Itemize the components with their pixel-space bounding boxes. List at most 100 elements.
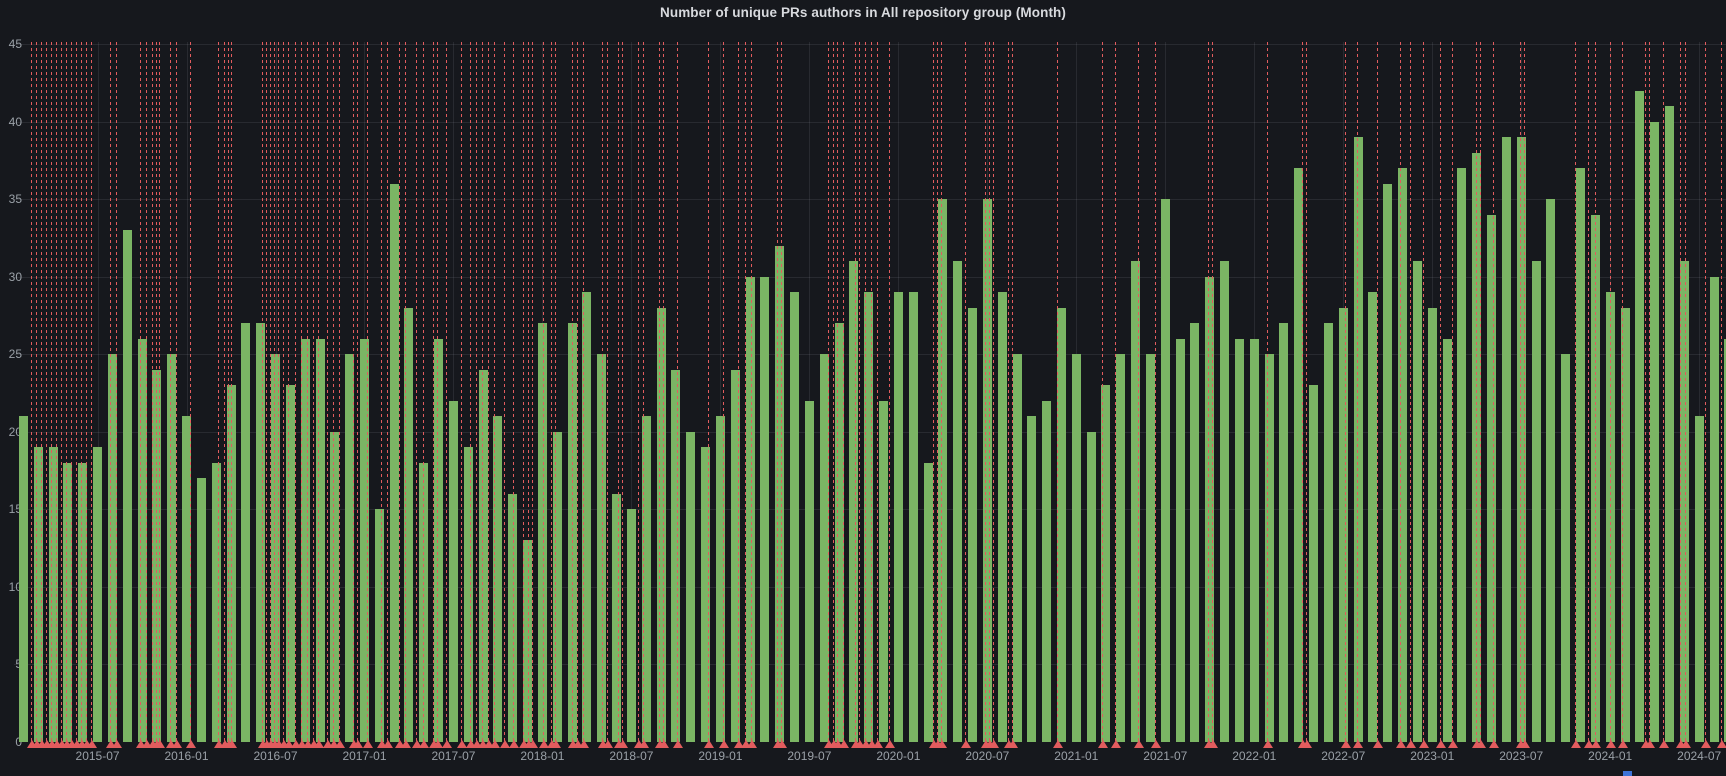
annotation-line[interactable] [91, 42, 92, 742]
annotation-marker-icon[interactable] [1680, 740, 1691, 748]
annotation-marker-icon[interactable] [854, 740, 865, 748]
bar-2020-10[interactable] [1027, 416, 1037, 742]
annotation-line[interactable] [278, 42, 279, 742]
annotation-line[interactable] [833, 42, 834, 742]
bar-2019-11[interactable] [864, 292, 874, 742]
annotation-line[interactable] [1377, 42, 1378, 742]
bar-2019-03[interactable] [745, 276, 755, 742]
annotation-line[interactable] [1267, 42, 1268, 742]
bar-2021-04[interactable] [1116, 354, 1126, 742]
bar-2019-07[interactable] [804, 400, 814, 742]
bar-2017-06[interactable] [434, 338, 444, 742]
annotation-marker-icon[interactable] [328, 740, 339, 748]
annotation-line[interactable] [1685, 42, 1686, 742]
annotation-marker-icon[interactable] [1519, 740, 1530, 748]
annotation-line[interactable] [405, 42, 406, 742]
bar-2021-05[interactable] [1131, 261, 1141, 742]
annotation-marker-icon[interactable] [322, 740, 333, 748]
annotation-marker-icon[interactable] [1447, 740, 1458, 748]
bar-2020-03[interactable] [923, 462, 933, 742]
annotation-line[interactable] [140, 42, 141, 742]
annotation-marker-icon[interactable] [602, 740, 613, 748]
bar-2016-02[interactable] [196, 478, 206, 742]
annotation-line[interactable] [513, 42, 514, 742]
annotation-line[interactable] [745, 42, 746, 742]
annotation-line[interactable] [663, 42, 664, 742]
bar-2022-03[interactable] [1279, 323, 1289, 742]
bar-2022-02[interactable] [1264, 354, 1274, 742]
annotation-line[interactable] [1440, 42, 1441, 742]
annotation-marker-icon[interactable] [860, 740, 871, 748]
bar-2015-02[interactable] [18, 416, 28, 742]
annotation-marker-icon[interactable] [872, 740, 883, 748]
annotation-line[interactable] [1306, 42, 1307, 742]
annotation-line[interactable] [357, 42, 358, 742]
annotation-line[interactable] [1357, 42, 1358, 742]
annotation-line[interactable] [677, 42, 678, 742]
annotation-line[interactable] [313, 42, 314, 742]
bar-2024-09[interactable] [1724, 338, 1726, 742]
annotation-line[interactable] [1524, 42, 1525, 742]
annotation-line[interactable] [555, 42, 556, 742]
annotation-line[interactable] [751, 42, 752, 742]
annotation-line[interactable] [523, 42, 524, 742]
bar-2018-02[interactable] [552, 431, 562, 742]
annotation-marker-icon[interactable] [499, 740, 510, 748]
annotation-line[interactable] [416, 42, 417, 742]
annotation-marker-icon[interactable] [1352, 740, 1363, 748]
annotation-line[interactable] [828, 42, 829, 742]
annotation-marker-icon[interactable] [740, 740, 751, 748]
annotation-line[interactable] [283, 42, 284, 742]
bar-2024-06[interactable] [1679, 261, 1689, 742]
annotation-line[interactable] [274, 42, 275, 742]
annotation-line[interactable] [353, 42, 354, 742]
annotation-marker-icon[interactable] [290, 740, 301, 748]
annotation-line[interactable] [504, 42, 505, 742]
annotation-line[interactable] [224, 42, 225, 742]
bar-2020-06[interactable] [968, 307, 978, 742]
annotation-marker-icon[interactable] [1052, 740, 1063, 748]
annotation-line[interactable] [1302, 42, 1303, 742]
annotation-line[interactable] [543, 42, 544, 742]
annotation-line[interactable] [367, 42, 368, 742]
bar-2015-03[interactable] [33, 447, 43, 742]
bar-2018-10[interactable] [671, 369, 681, 742]
bar-2016-07[interactable] [271, 354, 280, 742]
annotation-marker-icon[interactable] [111, 740, 122, 748]
annotation-marker-icon[interactable] [866, 740, 877, 748]
annotation-line[interactable] [1610, 42, 1611, 742]
annotation-line[interactable] [270, 42, 271, 742]
annotation-line[interactable] [1480, 42, 1481, 742]
annotation-line[interactable] [843, 42, 844, 742]
annotation-marker-icon[interactable] [1583, 740, 1594, 748]
annotation-marker-icon[interactable] [477, 740, 488, 748]
annotation-line[interactable] [1520, 42, 1521, 742]
annotation-line[interactable] [1721, 42, 1722, 742]
annotation-line[interactable] [266, 42, 267, 742]
annotation-line[interactable] [1595, 42, 1596, 742]
bar-2016-09[interactable] [300, 338, 310, 742]
annotation-line[interactable] [989, 42, 990, 742]
annotation-line[interactable] [333, 42, 334, 742]
annotation-marker-icon[interactable] [1340, 740, 1351, 748]
annotation-marker-icon[interactable] [1435, 740, 1446, 748]
annotation-marker-icon[interactable] [471, 740, 482, 748]
bar-2022-09[interactable] [1368, 292, 1378, 742]
annotation-line[interactable] [110, 42, 111, 742]
annotation-marker-icon[interactable] [1605, 740, 1616, 748]
annotation-line[interactable] [622, 42, 623, 742]
annotation-marker-icon[interactable] [135, 740, 146, 748]
annotation-line[interactable] [301, 42, 302, 742]
annotation-marker-icon[interactable] [1716, 740, 1726, 748]
annotation-line[interactable] [86, 42, 87, 742]
bar-2018-04[interactable] [582, 292, 592, 742]
bar-2022-08[interactable] [1353, 137, 1363, 742]
bar-2021-10[interactable] [1205, 276, 1215, 742]
bar-2015-05[interactable] [63, 462, 73, 742]
bar-2017-09[interactable] [478, 369, 488, 742]
annotation-marker-icon[interactable] [483, 740, 494, 748]
bar-2018-06[interactable] [612, 493, 622, 742]
annotation-marker-icon[interactable] [1372, 740, 1383, 748]
annotation-line[interactable] [1212, 42, 1213, 742]
annotation-line[interactable] [738, 42, 739, 742]
